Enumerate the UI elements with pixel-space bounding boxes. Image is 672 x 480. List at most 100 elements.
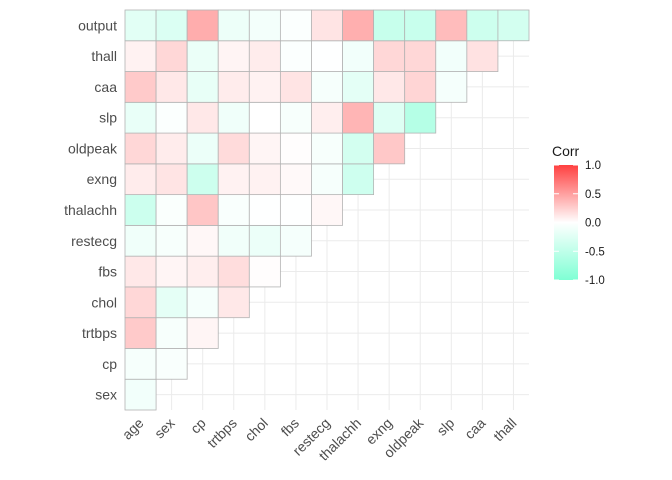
heatmap-cell: [217, 40, 250, 72]
heatmap-cell: [186, 286, 219, 319]
heatmap-cell: [279, 224, 312, 257]
heatmap-cell: [279, 40, 312, 72]
heatmap-cell: [124, 194, 157, 226]
y-tick-label: chol: [91, 294, 117, 310]
x-tick-label: age: [119, 415, 147, 443]
heatmap-cells: [124, 9, 530, 411]
heatmap-cell: [373, 101, 406, 134]
heatmap-cell: [186, 255, 219, 288]
heatmap-cell: [311, 194, 343, 226]
x-tick-label: fbs: [278, 415, 303, 440]
heatmap-cell: [124, 163, 157, 196]
heatmap-cell: [155, 71, 188, 103]
legend: Corr 1.0 0.5 0.0 -0.5 -1.0: [552, 143, 605, 287]
heatmap-cell: [311, 9, 343, 42]
heatmap-cell: [435, 9, 468, 42]
heatmap-cell: [155, 224, 188, 257]
heatmap-cell: [124, 255, 157, 288]
heatmap-cell: [124, 9, 157, 42]
heatmap-cell: [155, 348, 188, 380]
heatmap-cell: [124, 348, 157, 380]
heatmap-cell: [124, 71, 157, 103]
heatmap-cell: [217, 9, 250, 42]
y-tick-label: cp: [102, 356, 117, 372]
heatmap-cell: [248, 9, 281, 42]
heatmap-cell: [435, 40, 468, 72]
x-tick-label: slp: [433, 415, 457, 439]
legend-tick-label: -1.0: [585, 275, 605, 287]
heatmap-cell: [342, 163, 375, 196]
heatmap-cell: [217, 101, 250, 134]
heatmap-cell: [155, 194, 188, 226]
heatmap-cell: [124, 40, 157, 72]
heatmap-cell: [342, 101, 375, 134]
heatmap-cell: [124, 378, 157, 411]
heatmap-cell: [217, 194, 250, 226]
heatmap-cell: [186, 40, 219, 72]
y-tick-label: oldpeak: [68, 140, 118, 156]
heatmap-cell: [155, 101, 188, 134]
heatmap-cell: [279, 101, 312, 134]
heatmap-cell: [217, 132, 250, 165]
heatmap-cell: [342, 71, 375, 103]
heatmap-cell: [248, 255, 281, 288]
heatmap-cell: [311, 101, 343, 134]
y-tick-label: fbs: [98, 264, 117, 280]
heatmap-cell: [124, 317, 157, 349]
heatmap-cell: [466, 40, 499, 72]
heatmap-cell: [186, 101, 219, 134]
y-tick-label: sex: [95, 387, 117, 403]
heatmap-cell: [404, 9, 437, 42]
legend-tick-label: 1.0: [585, 160, 601, 172]
heatmap-cell: [155, 255, 188, 288]
heatmap-cell: [186, 194, 219, 226]
heatmap-cell: [373, 40, 406, 72]
heatmap-cell: [248, 194, 281, 226]
heatmap-cell: [186, 132, 219, 165]
heatmap-cell: [279, 71, 312, 103]
y-tick-label: thall: [91, 48, 117, 64]
heatmap-cell: [248, 224, 281, 257]
heatmap-cell: [342, 132, 375, 165]
heatmap-cell: [124, 132, 157, 165]
heatmap-cell: [155, 9, 188, 42]
heatmap-cell: [279, 9, 312, 42]
heatmap-cell: [186, 317, 219, 349]
x-tick-label: chol: [241, 415, 270, 444]
heatmap-cell: [279, 194, 312, 226]
heatmap-cell: [217, 163, 250, 196]
heatmap-cell: [155, 286, 188, 319]
heatmap-cell: [404, 40, 437, 72]
heatmap-cell: [217, 71, 250, 103]
x-tick-label: cp: [187, 415, 209, 437]
heatmap-cell: [279, 132, 312, 165]
heatmap-cell: [497, 9, 530, 42]
heatmap-cell: [311, 40, 343, 72]
heatmap-cell: [373, 132, 406, 165]
heatmap-cell: [373, 9, 406, 42]
heatmap-cell: [311, 132, 343, 165]
heatmap-cell: [186, 163, 219, 196]
heatmap-cell: [279, 163, 312, 196]
heatmap-cell: [217, 255, 250, 288]
heatmap-cell: [466, 9, 499, 42]
y-tick-label: restecg: [71, 233, 117, 249]
heatmap-cell: [248, 40, 281, 72]
heatmap-cell: [248, 71, 281, 103]
heatmap-cell: [155, 317, 188, 349]
heatmap-cell: [186, 9, 219, 42]
heatmap-cell: [124, 224, 157, 257]
heatmap-cell: [124, 101, 157, 134]
heatmap-cell: [342, 40, 375, 72]
x-tick-label: sex: [151, 415, 178, 442]
heatmap-cell: [155, 132, 188, 165]
y-tick-label: output: [78, 17, 117, 33]
heatmap-cell: [248, 132, 281, 165]
heatmap-cell: [186, 71, 219, 103]
heatmap-cell: [435, 71, 468, 103]
heatmap-cell: [155, 163, 188, 196]
x-tick-label: caa: [461, 415, 488, 442]
